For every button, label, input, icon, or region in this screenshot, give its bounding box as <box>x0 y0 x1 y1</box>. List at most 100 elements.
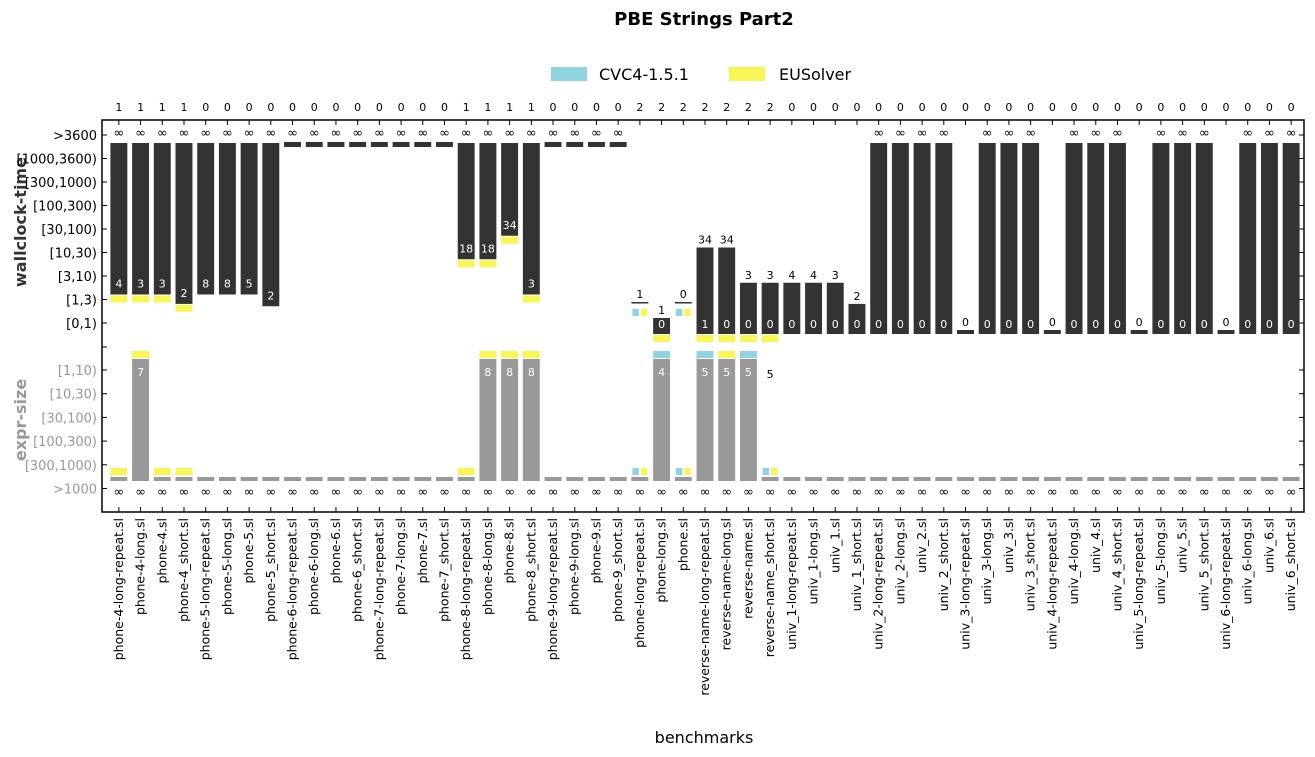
benchmark-38: 0 ∞ ∞ <box>935 126 953 500</box>
category-label-52: univ_6-long.sl <box>1240 518 1255 604</box>
chart-title: PBE Strings Part2 <box>614 9 794 30</box>
benchmark-29: 3 0 5 ∞ <box>739 269 757 500</box>
time-count-53: 0 <box>1266 318 1273 331</box>
time-count-37: 0 <box>919 318 926 331</box>
y-ticks-time: [0,1) [1,3) [3,10) [10,30) [30,100) [100,300)… <box>17 129 1304 332</box>
solved-count-2: 1 <box>159 101 166 114</box>
size-bar-31 <box>783 477 801 481</box>
y-tick-time-4: [30,100) <box>41 223 97 238</box>
solved-count-39: 0 <box>962 101 969 114</box>
time-bar-9 <box>305 142 323 147</box>
solved-count-32: 0 <box>810 101 817 114</box>
size-infinity-14: ∞ <box>417 485 428 500</box>
size-infinity-4: ∞ <box>200 485 211 500</box>
category-label-47: univ_5-long-repeat.sl <box>1131 518 1146 650</box>
size-marker-eusolver-2 <box>153 468 171 475</box>
time-bar-14 <box>414 142 432 147</box>
time-bar-0 <box>110 143 128 295</box>
time-bar-47 <box>1130 330 1148 334</box>
y-tick-time-8: >3600 <box>53 129 97 144</box>
size-bar-53 <box>1260 477 1278 481</box>
size-label-19: 8 <box>528 366 535 379</box>
size-infinity-36: ∞ <box>895 485 906 500</box>
size-infinity-21: ∞ <box>569 485 580 500</box>
category-label-38: univ_2_short.sl <box>936 518 951 611</box>
time-bar-6 <box>240 143 258 295</box>
solved-count-5: 0 <box>224 101 231 114</box>
time-infinity-12: ∞ <box>374 126 385 141</box>
time-bar-31 <box>783 282 801 334</box>
category-label-29: reverse-name.sl <box>740 518 755 619</box>
size-marker-eusolver-30 <box>771 468 778 475</box>
legend-swatch-cvc4 <box>551 67 587 81</box>
benchmark-35: 0 ∞ ∞ <box>870 126 888 500</box>
time-count-48: 0 <box>1157 318 1164 331</box>
benchmark-34: 2 0 ∞ <box>848 290 866 500</box>
benchmark-25: 10 4 ∞ <box>653 304 671 500</box>
time-infinity-15: ∞ <box>439 126 450 141</box>
time-bar-40 <box>978 143 996 334</box>
time-bar-25 <box>653 318 671 334</box>
solved-count-38: 0 <box>940 101 947 114</box>
time-count-27: 1 <box>702 318 709 331</box>
size-marker-eusolver-19 <box>522 351 540 358</box>
time-infinity-23: ∞ <box>613 126 624 141</box>
solved-count-15: 0 <box>441 101 448 114</box>
benchmark-30: 3 0 5 ∞ <box>761 269 779 500</box>
size-label-18: 8 <box>506 366 513 379</box>
solved-count-22: 0 <box>593 101 600 114</box>
size-infinity-5: ∞ <box>222 485 233 500</box>
size-marker-cvc4-27 <box>696 351 714 358</box>
time-label-43: 0 <box>1049 316 1056 329</box>
size-infinity-2: ∞ <box>157 485 168 500</box>
time-bar-18 <box>501 143 519 236</box>
category-label-48: univ_5-long.sl <box>1153 518 1168 604</box>
time-bar-23 <box>609 142 627 147</box>
time-infinity-1: ∞ <box>135 126 146 141</box>
size-marker-cvc4-24 <box>632 468 639 475</box>
category-label-32: univ_1-long.sl <box>806 518 821 604</box>
time-infinity-2: ∞ <box>157 126 168 141</box>
size-infinity-12: ∞ <box>374 485 385 500</box>
category-label-16: phone-8-long-repeat.sl <box>458 518 473 660</box>
size-bar-51 <box>1217 477 1235 481</box>
size-marker-cvc4-25 <box>653 351 671 358</box>
size-infinity-26: ∞ <box>678 485 689 500</box>
time-label-7: 2 <box>267 289 274 302</box>
size-infinity-39: ∞ <box>960 485 971 500</box>
benchmark-53: 0 ∞ ∞ <box>1260 126 1278 500</box>
time-bar-38 <box>935 143 953 334</box>
time-bar-33 <box>826 282 844 334</box>
size-bar-41 <box>1000 477 1018 481</box>
solved-count-37: 0 <box>919 101 926 114</box>
time-infinity-5: ∞ <box>222 126 233 141</box>
time-infinity-20: ∞ <box>548 126 559 141</box>
size-marker-eusolver-26 <box>684 468 691 475</box>
benchmark-14: ∞∞ <box>414 126 432 500</box>
time-bar-20 <box>544 142 562 147</box>
benchmark-21: ∞∞ <box>566 126 584 500</box>
benchmark-46: 0 ∞ ∞ <box>1109 126 1126 500</box>
solved-count-6: 0 <box>246 101 253 114</box>
time-bar-24 <box>631 302 649 304</box>
benchmark-45: 0 ∞ ∞ <box>1087 126 1105 500</box>
benchmark-23: ∞∞ <box>609 126 627 500</box>
category-label-20: phone-9-long-repeat.sl <box>545 518 560 660</box>
size-bar-3 <box>175 477 193 481</box>
benchmark-18: 34 ∞ 8 ∞ <box>501 126 519 500</box>
benchmark-52: 0 ∞ ∞ <box>1239 126 1257 500</box>
time-label-47: 0 <box>1136 316 1143 329</box>
solved-count-46: 0 <box>1114 101 1121 114</box>
time-label-30: 3 <box>767 269 774 282</box>
legend: CVC4-1.5.1 EUSolver <box>551 65 852 84</box>
size-marker-cvc4-26 <box>675 468 683 475</box>
time-bar-17 <box>479 143 497 260</box>
benchmark-19: 3 ∞ 8 ∞ <box>522 126 540 500</box>
solved-count-54: 0 <box>1288 101 1295 114</box>
size-bar-5 <box>218 477 236 481</box>
benchmark-36: 0 ∞ ∞ <box>891 126 909 500</box>
category-label-19: phone-8_short.sl <box>523 518 538 622</box>
size-infinity-27: ∞ <box>700 485 711 500</box>
time-count-34: 0 <box>853 318 860 331</box>
size-bar-29 <box>739 359 757 481</box>
